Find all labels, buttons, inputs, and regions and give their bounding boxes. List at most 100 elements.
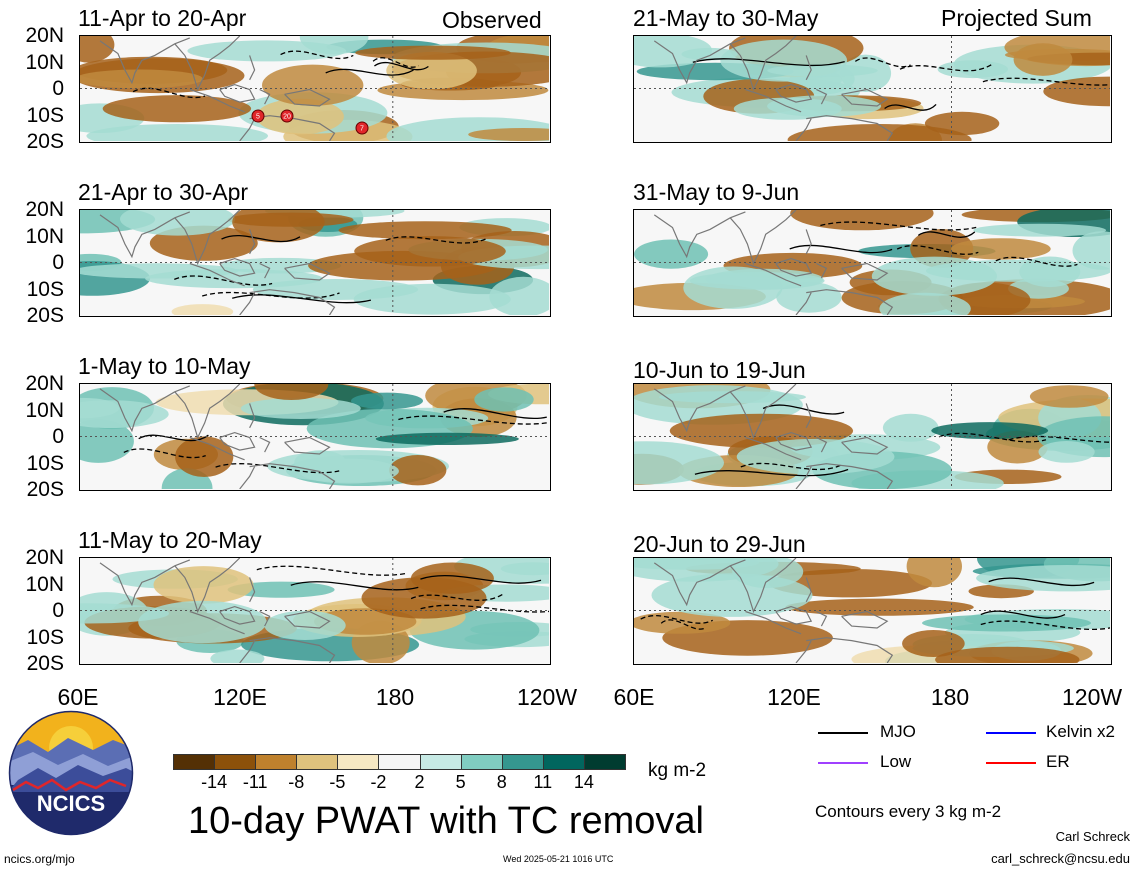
dashed-contour (660, 619, 707, 630)
coastline (729, 384, 797, 440)
mjo-contour (884, 103, 937, 111)
coastline (249, 637, 336, 663)
coastline (805, 229, 812, 255)
lat-label-20n: 20N (25, 198, 64, 221)
dry-anomaly-region (1013, 43, 1073, 76)
coastline (795, 118, 812, 141)
lat-label-10n: 10N (25, 398, 64, 422)
colorbar-segment (419, 754, 462, 770)
coastline (729, 558, 797, 614)
lat-label-20n: 20N (25, 24, 64, 47)
coastline (99, 211, 191, 259)
coastline (249, 289, 336, 315)
colorbar-tick-label: 11 (533, 772, 553, 792)
figure-title: 10-day PWAT with TC removal (188, 800, 704, 842)
dry-anomaly-region (906, 558, 962, 588)
colorbar (173, 754, 626, 770)
dry-anomaly-region (951, 238, 1051, 260)
lat-label-10n: 10N (25, 50, 64, 74)
legend-line-kelvin (986, 732, 1036, 734)
legend-label-mjo: MJO (880, 722, 916, 741)
pwat-map-panel-right-1 (633, 35, 1112, 143)
moist-anomaly-region (80, 397, 120, 419)
dashed-contour (123, 448, 206, 459)
dry-anomaly-region (386, 51, 477, 90)
dry-anomaly-region (935, 646, 1080, 663)
lat-label-10s: 10S (26, 277, 64, 301)
dashed-contour (385, 236, 487, 244)
colorbar-segment (542, 754, 585, 770)
moist-anomaly-region (659, 391, 806, 404)
footer-site: ncics.org/mjo (4, 852, 75, 866)
moist-anomaly-region (489, 276, 549, 315)
coastline (745, 262, 802, 287)
panel-title-right-3: 10-Jun to 19-Jun (633, 357, 806, 383)
coastline (99, 37, 191, 85)
dashed-contour (398, 415, 549, 425)
moist-anomaly-region (732, 558, 804, 589)
coastline (189, 436, 245, 461)
mjo-contour (420, 575, 542, 584)
lat-label-20n: 20N (25, 372, 64, 395)
coastline (174, 210, 241, 266)
mjo-contour (694, 468, 849, 477)
colorbar-tick-label: 8 (496, 772, 507, 792)
legend-label-low: Low (880, 752, 912, 771)
lat-label-20s: 20S (26, 304, 64, 327)
dashed-contour (740, 462, 842, 471)
coastline (239, 466, 256, 489)
dashed-contour (899, 64, 992, 72)
legend-line-mjo (818, 732, 868, 734)
moist-anomaly-region (634, 239, 709, 269)
dashed-contour (420, 604, 549, 613)
colorbar-tick-label: -11 (242, 772, 268, 792)
coastline (816, 610, 828, 627)
coastline (284, 436, 331, 455)
coastline (816, 88, 828, 105)
svg-text:5: 5 (256, 114, 260, 121)
lat-label-10s: 10S (26, 451, 64, 475)
moist-anomaly-region (353, 283, 511, 315)
coastline (729, 36, 797, 92)
legend-line-low (818, 762, 868, 764)
moist-anomaly-region (375, 432, 519, 445)
colorbar-tick-label: 14 (573, 772, 594, 792)
panel-title-right-4: 20-Jun to 29-Jun (633, 531, 806, 557)
ncics-logo: NCICS (8, 710, 134, 836)
panel-title-left-1: 11-Apr to 20-Apr (78, 5, 247, 31)
panel-title-left-4: 11-May to 20-May (78, 527, 262, 553)
dashed-contour (132, 87, 206, 99)
lat-label-20s: 20S (26, 652, 64, 675)
coastline (174, 558, 241, 614)
mjo-contour (692, 58, 845, 67)
dashed-contour (982, 77, 1110, 86)
dry-anomaly-region (171, 304, 234, 315)
colorbar-tick-label: 2 (414, 772, 425, 792)
colorbar-segment (378, 754, 421, 770)
coastline (249, 55, 256, 81)
moist-anomaly-region (240, 397, 361, 419)
coastline (775, 431, 813, 451)
coastline (249, 229, 256, 255)
lon-label-120w-left: 120W (516, 684, 578, 710)
coastline (795, 292, 812, 315)
moist-anomaly-region (1038, 441, 1095, 463)
legend-label-er: ER (1046, 752, 1070, 771)
coastline (795, 466, 812, 489)
dry-anomaly-region (634, 611, 731, 634)
coastline (249, 403, 256, 429)
mjo-contour (443, 408, 547, 419)
lat-label-0: 0 (52, 77, 64, 100)
mjo-contour (374, 61, 429, 71)
coastline (219, 257, 256, 277)
mjo-contour (980, 610, 1066, 619)
dry-anomaly-region (232, 210, 325, 243)
tc-marker-icon: 20 (280, 109, 294, 123)
tc-marker-icon: 7 (355, 121, 369, 135)
panel-title-right-1: 21-May to 30-May (633, 5, 819, 31)
colorbar-segment (337, 754, 380, 770)
panel-tag-projected: Projected Sum (941, 5, 1092, 31)
coastline (805, 55, 812, 81)
colorbar-segment (255, 754, 298, 770)
moist-anomaly-region (634, 441, 724, 485)
